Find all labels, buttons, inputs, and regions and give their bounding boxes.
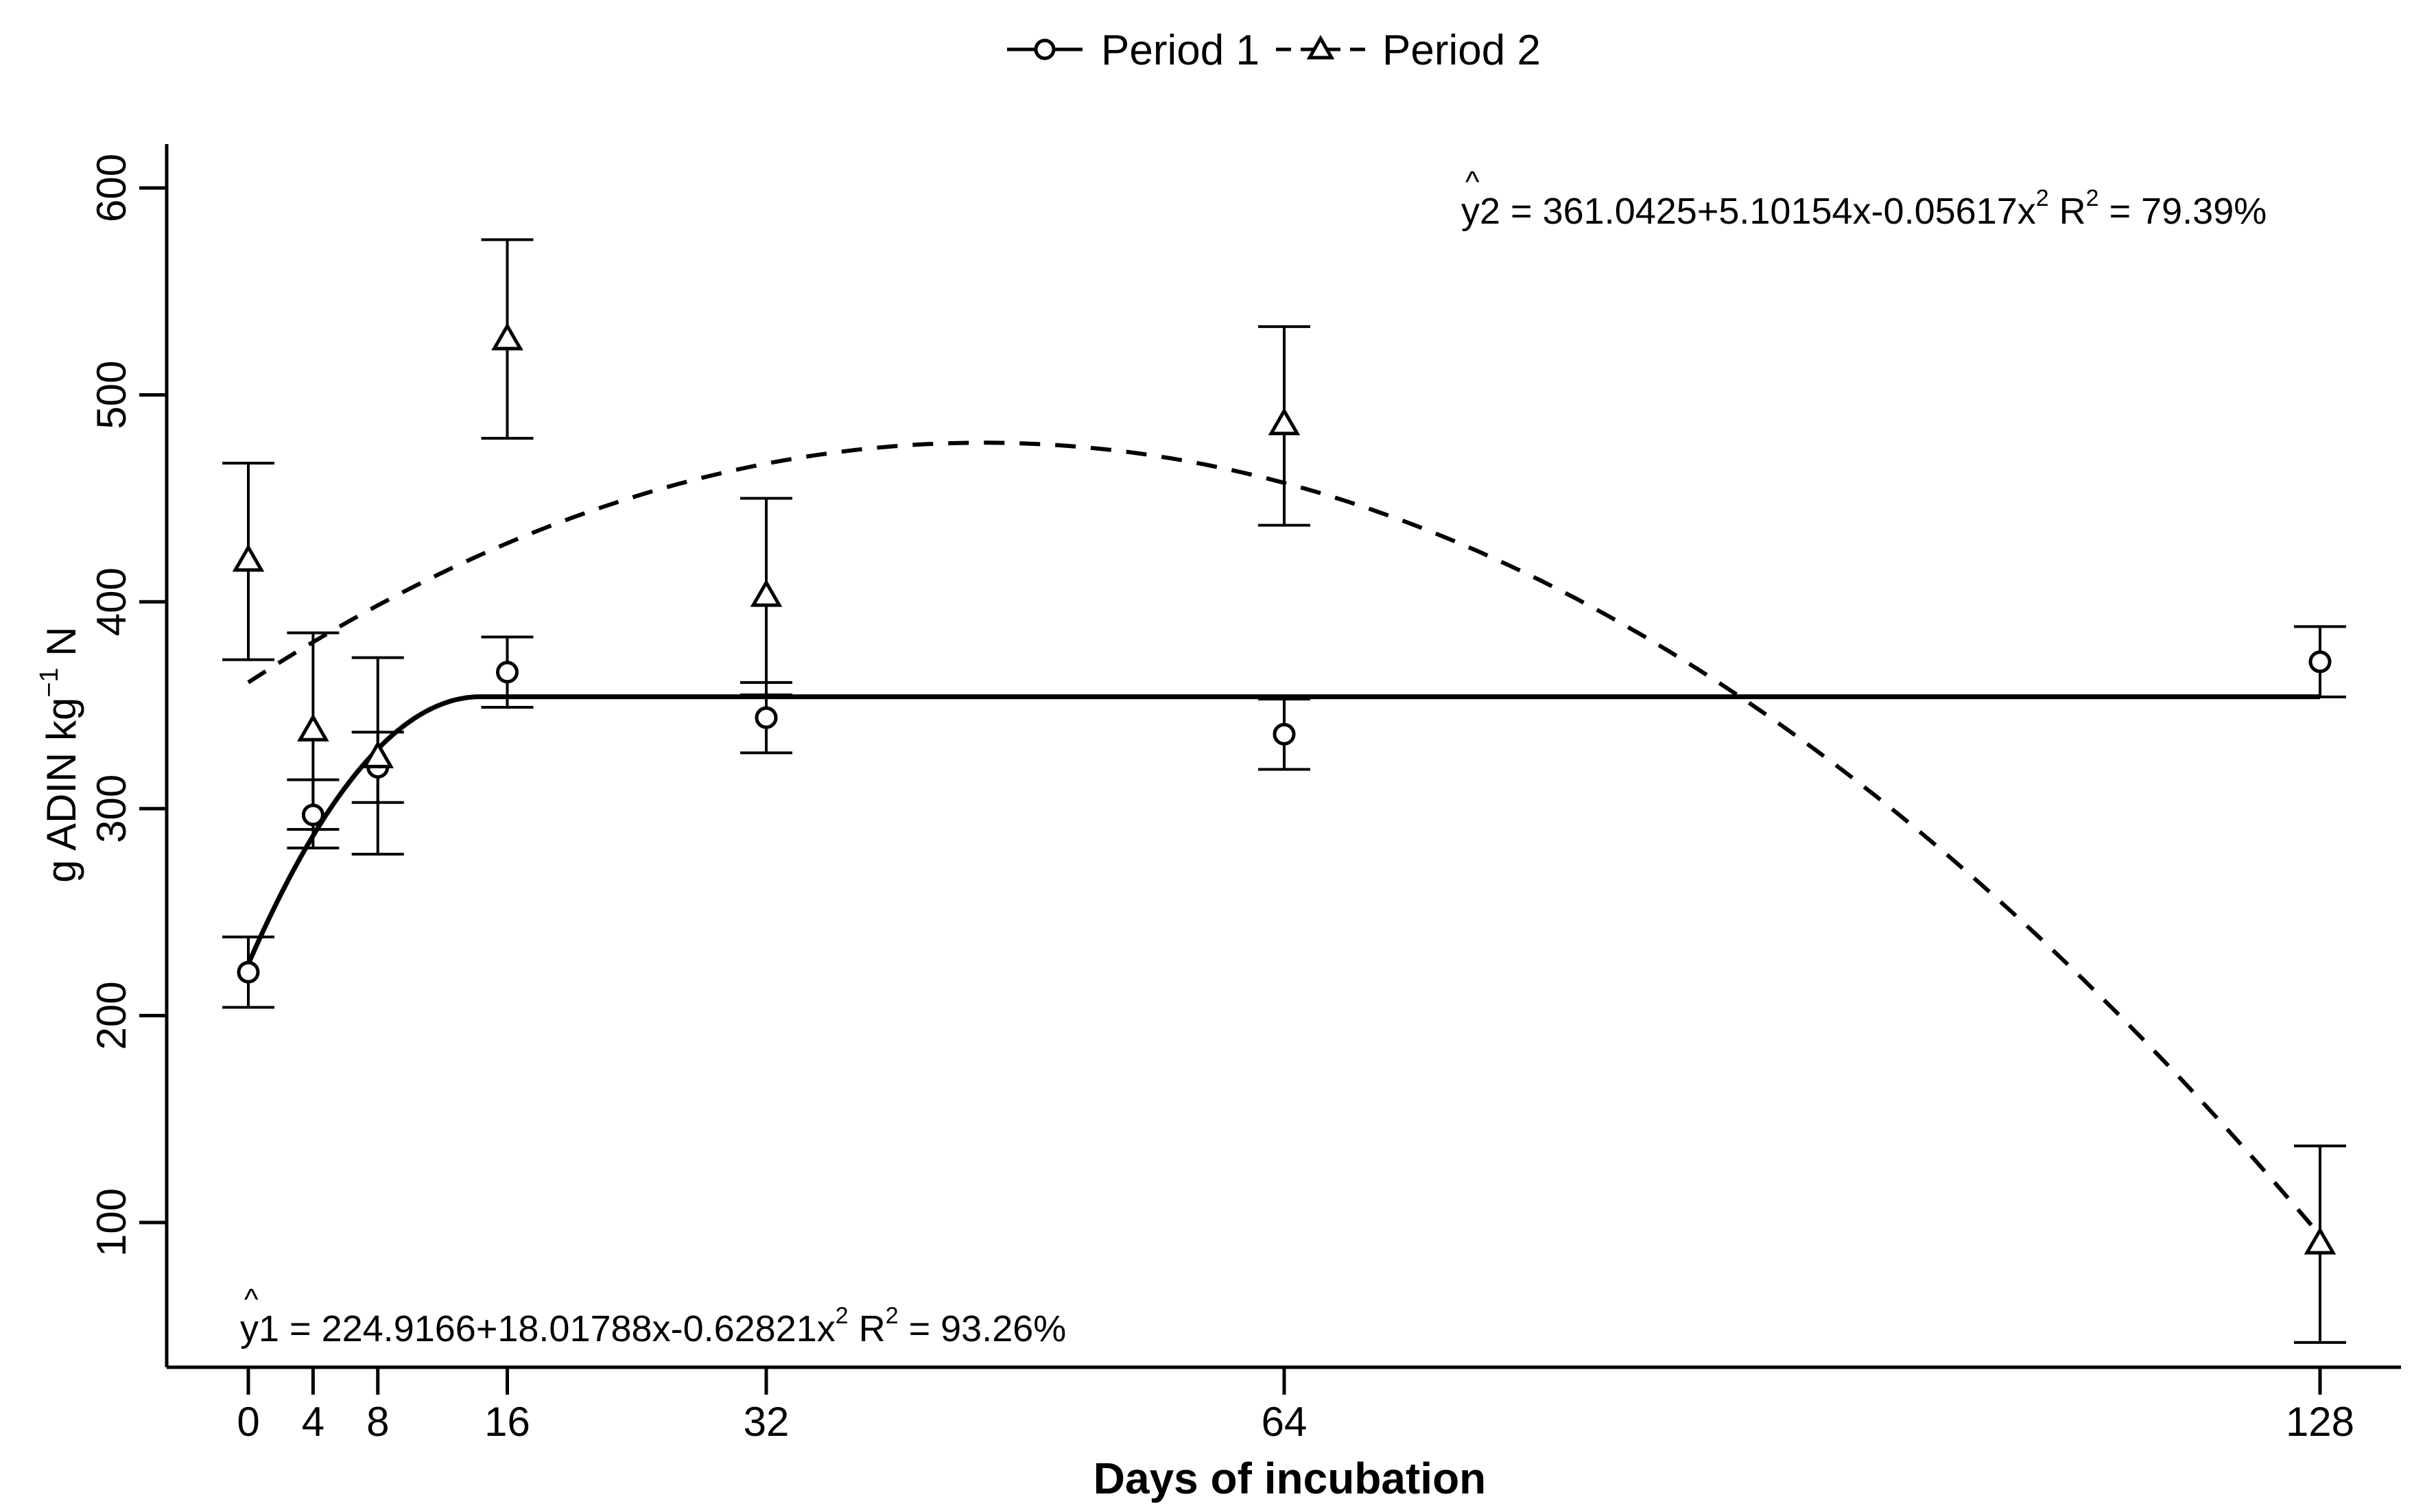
eq2-r2-value: = 79.39% <box>2099 191 2267 232</box>
period1-equation: y1 = 224.9166+18.01788x-0.62821x2 R2 = 9… <box>240 1303 1066 1349</box>
x-tick-label: 0 <box>237 1399 259 1445</box>
period1-point <box>301 803 324 827</box>
eq1-exp: 2 <box>836 1303 849 1329</box>
period1-error-bars <box>222 625 2346 1009</box>
period2-point <box>232 543 265 572</box>
legend-period1-marker <box>1034 38 1056 60</box>
period1-point <box>496 661 519 684</box>
x-tick-labels: 0 4 8 16 32 64 128 <box>237 1399 2354 1445</box>
period2-equation: y2 = 361.0425+5.10154x-0.05617x2 R2 = 79… <box>1461 185 2267 232</box>
x-ticks <box>246 1367 2322 1395</box>
x-tick-label: 128 <box>2286 1399 2354 1445</box>
period2-point <box>297 713 329 742</box>
y-tick-label: 400 <box>88 567 134 636</box>
y-tick-label: 300 <box>88 775 134 843</box>
period2-point <box>1268 407 1301 436</box>
period1-point <box>2308 650 2332 674</box>
period1-point <box>237 960 260 984</box>
y-tick-label: 600 <box>88 154 134 222</box>
x-tick-label: 32 <box>744 1399 790 1445</box>
eq2-sub: 2 <box>1480 191 1500 232</box>
y-axis-label-superscript: −1 <box>35 668 64 697</box>
period2-point <box>750 579 783 607</box>
y-tick-label: 500 <box>88 361 134 429</box>
period2-points <box>232 322 2337 1255</box>
x-tick-label: 4 <box>302 1399 324 1445</box>
period1-fit-curve <box>246 694 2320 965</box>
x-tick-label: 64 <box>1262 1399 1308 1445</box>
legend: Period 1 Period 2 <box>1007 27 1541 74</box>
eq1-r2-value: = 93.26% <box>899 1308 1067 1349</box>
y-tick-label: 200 <box>88 981 134 1050</box>
eq1-y: y <box>240 1308 259 1349</box>
legend-period1-label: Period 1 <box>1101 27 1259 74</box>
period2-point <box>2304 1227 2337 1255</box>
eq1-r2-label: R <box>849 1308 886 1349</box>
x-axis-label: Days of incubation <box>1093 1454 1487 1503</box>
eq2-r2-label: R <box>2049 191 2086 232</box>
legend-period2-marker <box>1306 34 1335 60</box>
y-ticks <box>139 186 167 1225</box>
eq2-body: = 361.0425+5.10154x-0.05617x <box>1500 191 2036 232</box>
period1-point <box>755 706 778 729</box>
eq2-hat: ^ <box>1465 165 1480 199</box>
period2-point <box>362 740 394 768</box>
x-tick-label: 8 <box>366 1399 389 1445</box>
eq2-y: y <box>1461 191 1480 232</box>
period2-point <box>491 322 523 351</box>
y-axis-label: g ADIN kg−1 N <box>35 626 84 882</box>
x-tick-label: 16 <box>484 1399 530 1445</box>
y-axis-label-prefix: g ADIN kg <box>38 698 84 883</box>
legend-period2-label: Period 2 <box>1382 27 1541 74</box>
eq1-hat: ^ <box>244 1283 259 1316</box>
eq1-r2-exp: 2 <box>886 1303 899 1329</box>
y-tick-label: 100 <box>88 1188 134 1257</box>
eq1-sub: 1 <box>259 1308 279 1349</box>
period2-error-bars <box>222 238 2346 1344</box>
eq1-body: = 224.9166+18.01788x-0.62821x <box>279 1308 836 1349</box>
y-axis-label-suffix: N <box>38 626 84 668</box>
period2-fit-curve <box>247 440 2322 1237</box>
eq2-r2-exp: 2 <box>2086 185 2099 211</box>
y-tick-labels: 100 200 300 400 500 600 <box>88 154 134 1257</box>
period1-point <box>1273 722 1296 746</box>
eq2-exp: 2 <box>2036 185 2049 211</box>
